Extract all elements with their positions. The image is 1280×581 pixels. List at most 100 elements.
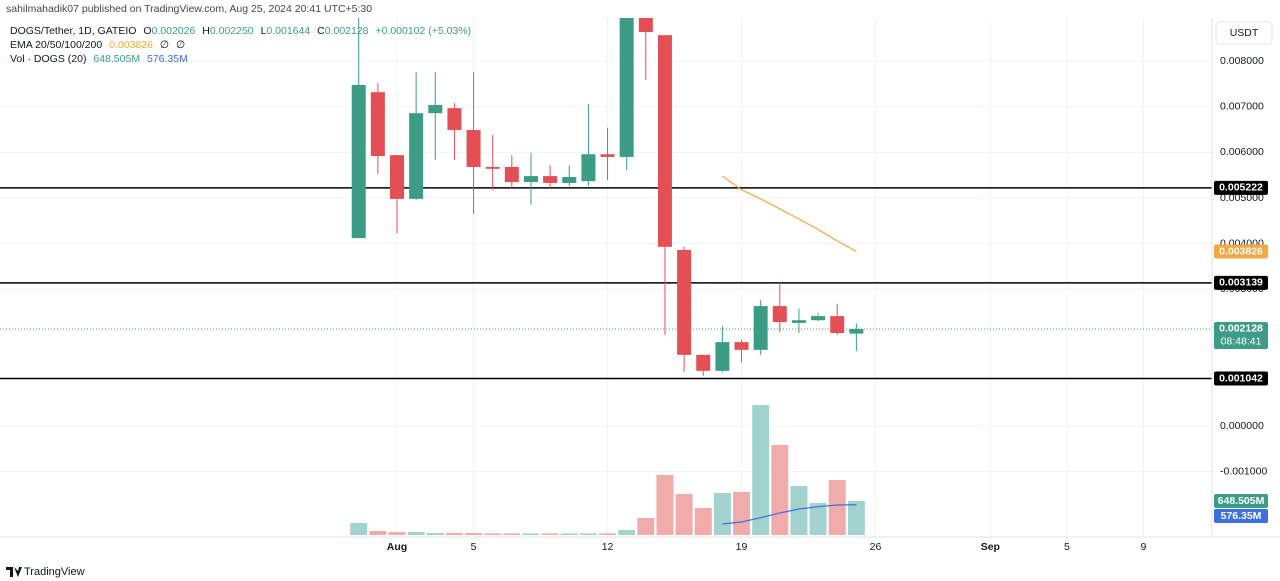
candle-body xyxy=(811,316,826,321)
volume-ma-value: 576.35M xyxy=(147,53,188,65)
publish-note: sahilmahadik07 published on TradingView.… xyxy=(6,3,372,15)
candle-body xyxy=(581,154,596,182)
x-tick-label: 9 xyxy=(1141,541,1147,553)
candle-body xyxy=(504,166,519,183)
volume-bar xyxy=(407,532,425,535)
y-tick-label: 0.000000 xyxy=(1220,420,1264,432)
x-tick-label: 19 xyxy=(736,541,748,553)
price-label-extra: 08:48:41 xyxy=(1221,336,1262,348)
symbol: DOGS/Tether, 1D, GATEIO xyxy=(10,25,136,37)
volume-bar xyxy=(522,533,540,535)
volume-bar xyxy=(713,493,731,535)
candle-body xyxy=(409,113,424,199)
y-tick-label: 0.007000 xyxy=(1220,101,1264,113)
volume-bar xyxy=(599,533,617,535)
volume-bar xyxy=(637,518,655,535)
candle-body xyxy=(849,328,864,334)
high: 0.002250 xyxy=(210,25,254,37)
change: +0.000102 (+5.03%) xyxy=(375,25,471,37)
candle-body xyxy=(657,35,672,247)
level-label-box xyxy=(1214,180,1268,195)
price-label: 0.002128 xyxy=(1219,323,1263,335)
o-label: O xyxy=(143,25,151,37)
candle-body xyxy=(638,18,653,32)
candle-body xyxy=(390,155,404,199)
candle-body xyxy=(619,18,634,157)
volume-bar xyxy=(503,533,521,535)
candle-body xyxy=(466,130,481,167)
ema-empty: ∅ xyxy=(176,39,185,51)
volume-bar xyxy=(809,503,827,535)
candle-body xyxy=(351,84,366,239)
level-label: 0.003139 xyxy=(1219,277,1263,289)
volume-bar xyxy=(388,532,406,535)
volume-bar xyxy=(694,507,712,535)
volume-ma-label-box xyxy=(1214,508,1268,523)
volume-bar xyxy=(752,405,770,535)
volume-bar xyxy=(675,493,693,535)
ema-label-box xyxy=(1214,244,1268,259)
x-tick-label: Aug xyxy=(387,541,407,553)
volume-ma-label: 576.35M xyxy=(1221,510,1262,522)
volume-bar xyxy=(828,480,846,535)
volume-bar xyxy=(579,533,597,535)
currency[interactable]: USDT xyxy=(1230,27,1259,39)
ema-legend: EMA 20/50/100/200 0.003826 ∅ ∅ xyxy=(10,39,185,51)
x-tick-label: 26 xyxy=(870,541,882,553)
logo-icon xyxy=(6,567,22,577)
candle-body xyxy=(715,342,730,371)
volume-bar xyxy=(618,530,636,535)
candle-body xyxy=(677,249,692,355)
volume-bar xyxy=(656,475,674,535)
candle-body xyxy=(696,354,711,371)
volume-bar xyxy=(847,500,865,535)
level-label-box xyxy=(1214,275,1268,290)
volume-bar xyxy=(733,492,751,535)
y-tick-label: 0.008000 xyxy=(1220,55,1264,67)
candle-body xyxy=(562,177,577,183)
volume-bar xyxy=(560,533,578,535)
ema-empty: ∅ xyxy=(160,39,169,51)
x-tick-label: Sep xyxy=(981,541,1000,553)
volume-bar xyxy=(445,533,463,535)
level-label: 0.001042 xyxy=(1219,372,1263,384)
candle-body xyxy=(791,320,806,323)
candle-body xyxy=(543,176,558,183)
open: 0.002026 xyxy=(152,25,196,37)
volume-bar xyxy=(369,531,387,535)
ema-line xyxy=(722,175,857,253)
x-tick-label: 5 xyxy=(1064,541,1070,553)
volume-legend: Vol · DOGS (20) 648.505M 576.35M xyxy=(10,53,188,65)
plot-area xyxy=(0,18,1212,535)
volume-bar xyxy=(465,533,483,535)
volume-name: Vol · DOGS (20) xyxy=(10,53,86,65)
footer: TradingView xyxy=(24,566,85,578)
candle-body xyxy=(753,306,768,350)
h-label: H xyxy=(202,25,210,37)
candle-body xyxy=(485,166,500,169)
candle-body xyxy=(600,154,615,157)
logo: TradingView xyxy=(6,566,85,578)
candle-body xyxy=(447,108,462,131)
volume-ma-line xyxy=(722,504,857,525)
axes: 0.0080000.0070000.0060000.0050000.004000… xyxy=(387,55,1268,553)
candle-body xyxy=(772,306,787,323)
y-tick-label: -0.001000 xyxy=(1220,465,1267,477)
volume-bar xyxy=(484,533,502,535)
close: 0.002128 xyxy=(325,25,369,37)
y-tick-label: 0.006000 xyxy=(1220,146,1264,158)
legend-line: DOGS/Tether, 1D, GATEIO O0.002026 H0.002… xyxy=(10,25,471,37)
x-tick-label: 12 xyxy=(602,541,614,553)
volume-bar xyxy=(350,522,368,535)
volume-bar xyxy=(790,486,808,535)
price-label-box xyxy=(1214,321,1268,349)
ema-name: EMA 20/50/100/200 xyxy=(10,39,102,51)
c-label: C xyxy=(317,25,325,37)
level-label: 0.005222 xyxy=(1219,182,1263,194)
x-tick-label: 5 xyxy=(471,541,477,553)
level-label-box xyxy=(1214,371,1268,386)
candle-body xyxy=(523,176,538,183)
currency-button[interactable] xyxy=(1215,21,1273,45)
